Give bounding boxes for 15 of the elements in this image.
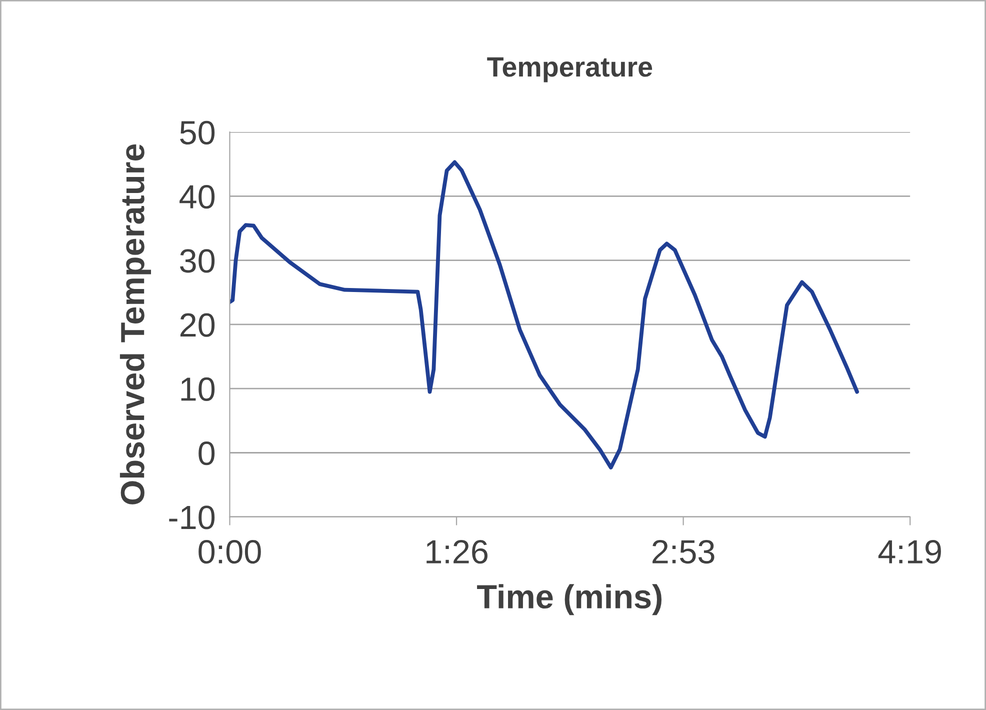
line-series xyxy=(230,160,860,470)
y-tick-label: 10 xyxy=(181,377,215,402)
y-tick-label: -10 xyxy=(169,506,215,530)
y-tick-label: 30 xyxy=(180,249,215,273)
x-tick-label: 1:26 xyxy=(426,540,488,564)
y-tick-label: 50 xyxy=(180,120,215,144)
y-tick-label: 20 xyxy=(180,313,215,337)
chart-title: Temperature xyxy=(487,57,652,82)
x-tick-label: 4:19 xyxy=(878,540,941,564)
y-tick-label: 40 xyxy=(180,185,215,209)
y-tick-label: 0 xyxy=(198,442,215,466)
x-axis-title: Time (mins) xyxy=(477,584,662,616)
y-axis-title: Observed Temperature xyxy=(120,144,152,504)
x-tick-label: 0:00 xyxy=(198,540,261,564)
x-tick-label: 2:53 xyxy=(652,540,714,564)
